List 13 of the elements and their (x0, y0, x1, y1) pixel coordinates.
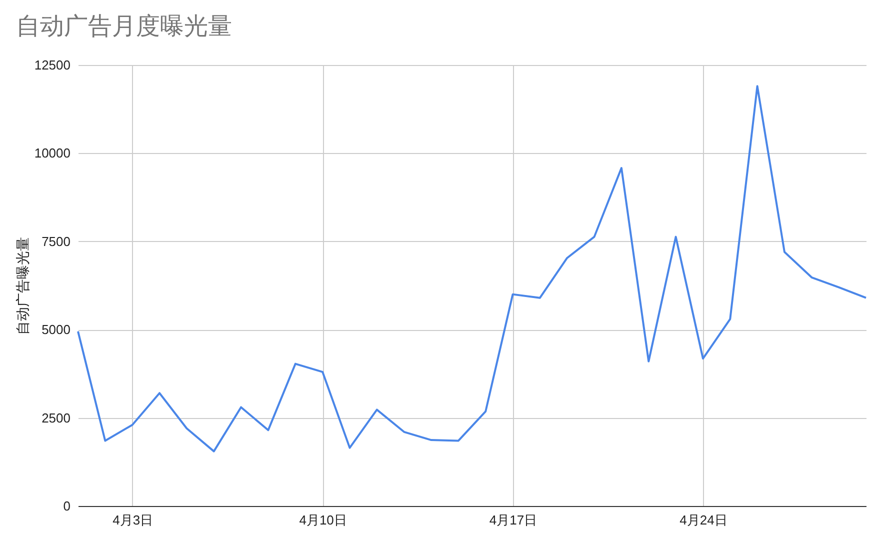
y-tick-label: 2500 (42, 410, 70, 426)
chart-title: 自动广告月度曝光量 (16, 13, 232, 40)
y-tick-label: 0 (63, 498, 70, 514)
x-tick-label: 4月3日 (112, 512, 154, 528)
x-tick-label: 4月17日 (489, 512, 538, 528)
y-tick-label: 7500 (42, 234, 70, 249)
y-tick-label: 5000 (42, 322, 70, 338)
x-tick-label: 4月24日 (680, 512, 728, 528)
line-series (77, 85, 867, 452)
x-tick-label: 4月10日 (299, 512, 347, 528)
y-axis-title: 自动广告曝光量 (14, 237, 30, 335)
y-tick-label: 10000 (34, 146, 70, 161)
y-tick-label: 12500 (34, 58, 70, 72)
